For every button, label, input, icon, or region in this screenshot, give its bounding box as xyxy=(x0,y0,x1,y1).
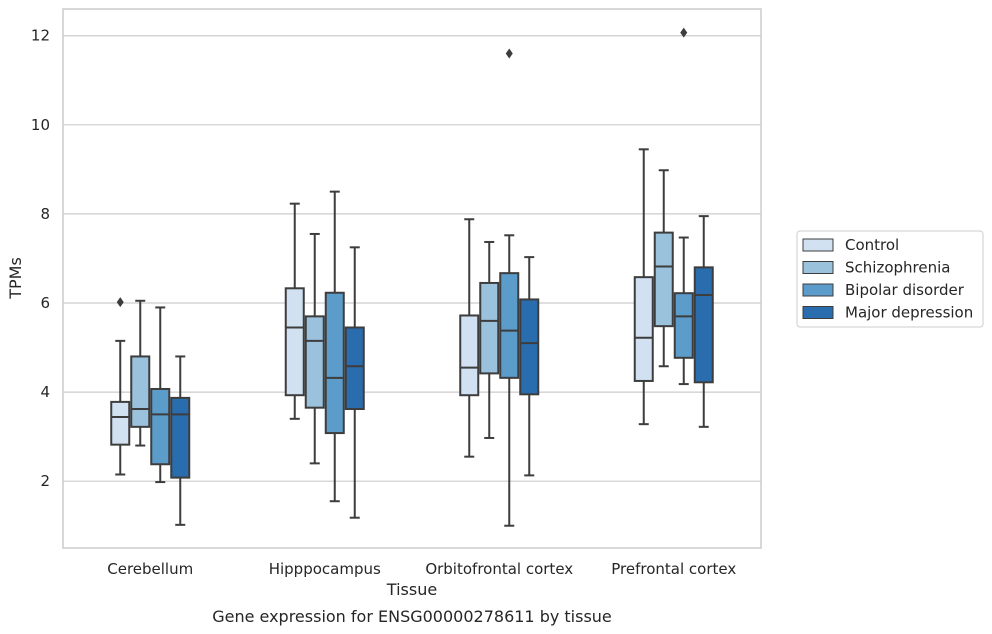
legend-swatch xyxy=(802,306,834,319)
legend-swatch xyxy=(802,238,834,252)
legend-label: Major depression xyxy=(845,304,973,322)
box-groups xyxy=(110,27,714,527)
iqr-box xyxy=(479,281,500,375)
box-major-depression xyxy=(519,256,540,477)
iqr-box xyxy=(693,266,714,384)
legend-swatch xyxy=(802,261,834,274)
legend-label: Bipolar disorder xyxy=(845,281,965,299)
box-control xyxy=(459,218,480,458)
box-bipolar-disorder xyxy=(499,48,520,527)
box-schizophrenia xyxy=(479,240,500,439)
x-tick-label: Prefrontal cortex xyxy=(611,560,736,578)
x-axis-title: Tissue xyxy=(386,580,437,599)
iqr-box xyxy=(130,355,151,428)
box-control xyxy=(284,202,305,420)
iqr-box xyxy=(499,272,520,379)
iqr-box xyxy=(304,315,325,409)
outlier-point xyxy=(505,48,513,59)
box-schizophrenia xyxy=(130,299,151,447)
y-axis-title: TPMs xyxy=(6,257,25,300)
box-bipolar-disorder xyxy=(673,27,694,386)
box-major-depression xyxy=(693,215,714,428)
iqr-box xyxy=(344,326,365,411)
outlier-point xyxy=(680,27,688,38)
box-control xyxy=(633,148,654,426)
box-schizophrenia xyxy=(653,169,674,368)
box-major-depression xyxy=(344,246,365,519)
x-tick-label: Cerebellum xyxy=(107,560,193,578)
y-tick-label: 8 xyxy=(40,205,50,223)
iqr-box xyxy=(673,292,694,359)
iqr-box xyxy=(170,396,191,479)
iqr-box xyxy=(653,231,674,328)
chart-caption: Gene expression for ENSG00000278611 by t… xyxy=(212,607,612,626)
iqr-box xyxy=(633,276,654,382)
legend: Control Schizophrenia Bipolar disorder Majo… xyxy=(796,230,984,328)
y-tick-label: 12 xyxy=(31,27,50,45)
y-tick-label: 2 xyxy=(40,472,50,490)
y-tick-labels: 2 4 6 8 10 12 xyxy=(31,27,50,490)
box-schizophrenia xyxy=(304,232,325,465)
box-bipolar-disorder xyxy=(324,190,345,503)
x-tick-label: Hipppocampus xyxy=(269,560,381,578)
outlier-point xyxy=(116,297,124,308)
y-tick-label: 6 xyxy=(40,294,50,312)
box-major-depression xyxy=(170,355,191,526)
x-tick-label: Orbitofrontal cortex xyxy=(425,560,573,578)
iqr-box xyxy=(459,314,480,397)
legend-frame xyxy=(796,230,984,328)
y-tick-label: 4 xyxy=(40,383,50,401)
iqr-box xyxy=(150,387,171,466)
iqr-box xyxy=(110,400,131,446)
legend-label: Schizophrenia xyxy=(845,259,950,277)
legend-label: Control xyxy=(845,236,899,254)
legend-swatch xyxy=(802,283,834,297)
box-bipolar-disorder xyxy=(150,306,171,484)
plot-frame xyxy=(62,8,762,549)
iqr-box xyxy=(284,287,305,397)
y-tick-label: 10 xyxy=(31,116,50,134)
iqr-box xyxy=(324,291,345,435)
iqr-box xyxy=(519,298,540,396)
box-control xyxy=(110,297,131,476)
x-tick-labels: Cerebellum Hipppocampus Orbitofrontal cort… xyxy=(107,560,736,578)
